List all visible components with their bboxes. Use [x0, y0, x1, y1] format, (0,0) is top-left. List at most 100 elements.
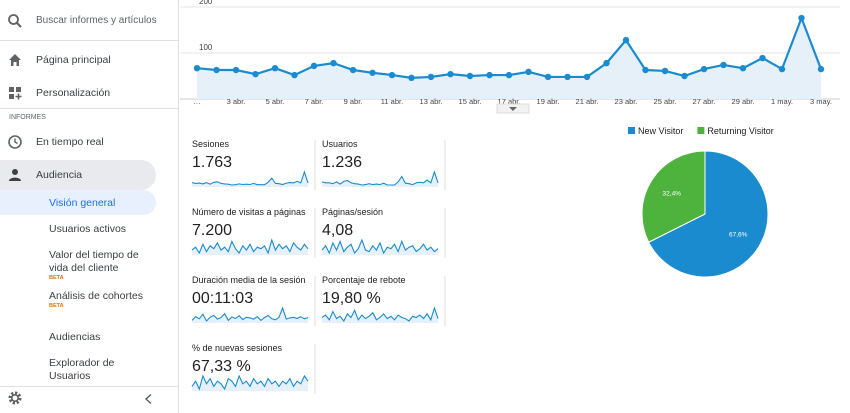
x-tick-label: 1 may. [771, 97, 793, 106]
point [486, 71, 493, 79]
x-tick-label: 27 abr. [693, 97, 716, 106]
metric-label: Porcentaje de rebote [322, 275, 406, 285]
metric-value: 67,33 % [192, 358, 251, 375]
nav-subitem[interactable]: Visión general [49, 197, 144, 210]
x-tick-label: 5 abr. [266, 97, 285, 106]
nav-item[interactable]: Audiencia [36, 169, 83, 181]
sparkline [191, 306, 309, 322]
sparkline [191, 238, 309, 255]
nav-label: Explorador de Usuarios [49, 357, 115, 382]
divider [0, 40, 178, 41]
point [505, 71, 513, 79]
x-tick-label: 13 abr. [420, 97, 443, 106]
beta-badge: BETA [49, 303, 64, 309]
x-tick-label: 19 abr. [537, 97, 560, 106]
sparkline [191, 170, 309, 186]
home-icon [9, 54, 21, 66]
nav-subitem[interactable]: Explorador de Usuarios [49, 357, 144, 383]
legend-swatch [628, 127, 635, 134]
section-label: INFORMES [9, 114, 46, 121]
metric-value: 1.236 [322, 154, 362, 171]
point [349, 66, 357, 74]
sparkline [321, 170, 439, 186]
sparkline-area [192, 172, 308, 187]
nav-subitem[interactable]: Usuarios activos [49, 223, 144, 236]
area [197, 18, 821, 99]
point [603, 59, 610, 67]
x-tick-label: 9 abr. [344, 97, 363, 106]
point [661, 67, 669, 75]
point [213, 66, 220, 74]
point [700, 65, 708, 73]
nav-item[interactable]: En tiempo real [36, 136, 104, 148]
active-section-bg [0, 160, 156, 190]
sparkline-area [322, 172, 438, 187]
metric-value: 4,08 [322, 222, 353, 239]
metric-label: Páginas/sesión [322, 207, 383, 217]
sparkline [321, 306, 439, 323]
nav-label: Valor del tiempo de vida del cliente [49, 249, 139, 274]
sparkline [191, 374, 309, 391]
chart-toggle-arrow [509, 107, 517, 111]
point [759, 54, 766, 62]
x-tick-label: 21 abr. [576, 97, 599, 106]
pie-slice [648, 150, 769, 278]
search-icon [8, 14, 22, 28]
point [739, 64, 747, 72]
point [681, 72, 688, 80]
legend-label: New Visitor [638, 126, 683, 136]
point [193, 64, 201, 72]
sparkline-area [192, 376, 308, 391]
metric-value: 00:11:03 [192, 290, 253, 307]
point [564, 73, 571, 81]
point [525, 68, 532, 76]
sparkline-area [192, 240, 308, 255]
nav-subitem[interactable]: Análisis de cohortes BETA [49, 290, 144, 309]
collapse-icon[interactable] [143, 393, 155, 405]
sparkline-area [322, 308, 438, 323]
nav-label: Visión general [49, 197, 116, 209]
nav-label: Análisis de cohortes [49, 290, 143, 302]
pie-label: 32,4% [663, 190, 682, 197]
nav-subitem[interactable]: Audiencias [49, 331, 144, 344]
nav-subitem[interactable]: Valor del tiempo de vida del cliente BETA [49, 249, 144, 281]
y-tick-label: 200 [199, 0, 213, 6]
clock-icon [8, 135, 22, 149]
point [622, 36, 630, 44]
point [720, 61, 727, 69]
settings-icon[interactable] [7, 390, 23, 406]
chart-toggle [496, 103, 530, 114]
sparkline-area [322, 240, 438, 255]
legend-label: Returning Visitor [707, 126, 773, 136]
point [330, 59, 337, 67]
point [798, 14, 805, 22]
pie-slice [641, 150, 706, 243]
nav-item[interactable]: Página principal [36, 54, 111, 66]
point [232, 66, 240, 74]
point [778, 65, 786, 73]
point [427, 73, 435, 81]
nav-item[interactable]: Personalización [36, 87, 111, 99]
metric-value: 1.763 [192, 154, 232, 171]
point [388, 71, 396, 79]
point [447, 70, 454, 78]
metric-label: Usuarios [322, 139, 358, 149]
x-tick-label: 17 abr. [498, 97, 521, 106]
metric-value: 7.200 [192, 222, 232, 239]
metric-label: % de nuevas sesiones [192, 343, 283, 353]
point [583, 73, 591, 81]
x-tick-label: 3 abr. [227, 97, 246, 106]
search-box[interactable]: Buscar informes y artículos [36, 15, 157, 26]
point [408, 74, 415, 82]
metric-value: 19,80 % [322, 290, 381, 307]
x-tick-label: 23 abr. [615, 97, 638, 106]
sparkline [321, 238, 439, 255]
x-tick-label: 15 abr. [459, 97, 482, 106]
metric-label: Duración media de la sesión [192, 275, 306, 285]
point [642, 66, 649, 74]
x-tick-label: 29 abr. [732, 97, 755, 106]
divider [0, 386, 178, 387]
nav-label: Usuarios activos [49, 223, 127, 235]
point [466, 72, 474, 80]
